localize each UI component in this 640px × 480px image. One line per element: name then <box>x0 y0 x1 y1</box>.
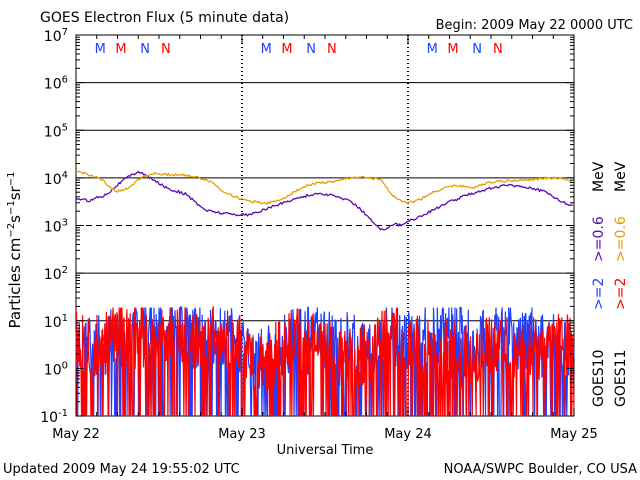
x-tick-label: May 24 <box>384 427 432 442</box>
x-tick-label: May 25 <box>550 427 598 442</box>
noon-marker-m: M <box>447 42 458 57</box>
noon-marker-m: M <box>281 42 292 57</box>
legend-goes11-ge06: >=0.6 <box>613 216 629 262</box>
y-tick-label: 101 <box>44 313 68 331</box>
gridlines <box>76 82 574 322</box>
y-tick-label: 104 <box>44 170 68 188</box>
y-tick-label: 103 <box>44 218 68 236</box>
legend-goes10-ge2: >=2 <box>591 278 607 310</box>
y-tick-label: 102 <box>44 265 68 283</box>
updated-timestamp: Updated 2009 May 24 19:55:02 UTC <box>3 462 240 477</box>
noon-marker-m: M <box>95 42 106 57</box>
x-axis-label: Universal Time <box>277 443 374 458</box>
y-tick-label: 10-1 <box>40 408 68 426</box>
noon-marker-m: M <box>261 42 272 57</box>
y-axis-label: Particles cm−2s−1sr−1 <box>6 172 24 329</box>
noon-marker-m: M <box>427 42 438 57</box>
y-tick-label: 106 <box>44 75 68 93</box>
noon-marker-n: N <box>161 42 171 57</box>
noon-marker-n: N <box>472 42 482 57</box>
chart-title: GOES Electron Flux (5 minute data) <box>40 10 289 26</box>
data-series <box>75 170 575 417</box>
data-source: NOAA/SWPC Boulder, CO USA <box>444 462 637 477</box>
begin-date: Begin: 2009 May 22 0000 UTC <box>436 18 633 33</box>
y-tick-label: 105 <box>44 122 68 140</box>
noon-marker-n: N <box>306 42 316 57</box>
legend-goes11-ge2: >=2 <box>613 278 629 310</box>
legend-unit: MeV <box>613 161 629 192</box>
noon-marker-n: N <box>140 42 150 57</box>
noon-marker-n: N <box>327 42 337 57</box>
x-tick-label: May 22 <box>52 427 100 442</box>
legend-goes11: GOES11 <box>613 350 629 407</box>
noon-marker-n: N <box>493 42 503 57</box>
x-tick-label: May 23 <box>218 427 266 442</box>
y-tick-label: 100 <box>44 360 68 378</box>
y-tick-label: 107 <box>44 27 68 45</box>
legend-unit: MeV <box>591 161 607 192</box>
series-goes10-0-6 <box>75 170 573 231</box>
series-goes11-0-6 <box>75 170 574 205</box>
y-axis-ticks: 10-1 100 101 102 103 104 105 106 107 <box>40 27 574 426</box>
x-axis-ticks: May 22 May 23 May 24 May 25 <box>52 35 598 442</box>
legend: GOES10 GOES11 >=2 >=0.6 >=2 >=0.6 MeV Me… <box>591 161 629 407</box>
legend-goes10-ge06: >=0.6 <box>591 216 607 262</box>
legend-goes10: GOES10 <box>591 350 607 407</box>
noon-marker-m: M <box>115 42 126 57</box>
